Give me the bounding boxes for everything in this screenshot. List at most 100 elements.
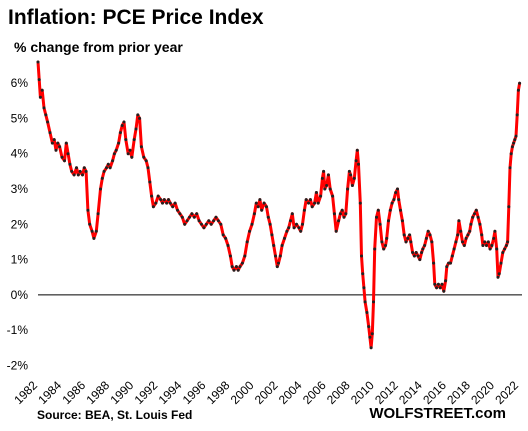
data-point	[38, 95, 42, 99]
data-point	[126, 152, 130, 156]
data-point	[376, 208, 380, 212]
data-point	[433, 282, 437, 286]
data-point	[214, 215, 218, 219]
data-point	[480, 233, 484, 237]
data-point	[75, 166, 78, 170]
data-point	[150, 194, 154, 198]
data-point	[406, 236, 410, 240]
data-point	[512, 141, 516, 145]
data-point	[503, 247, 507, 251]
data-point	[314, 191, 318, 194]
data-point	[308, 198, 312, 202]
data-point	[346, 187, 350, 191]
data-point	[516, 88, 520, 92]
data-point	[54, 148, 58, 152]
data-point	[331, 194, 335, 198]
y-tick-label: 6%	[11, 76, 29, 90]
data-point	[268, 222, 272, 226]
data-point	[349, 173, 353, 177]
x-tick-label: 2002	[252, 378, 281, 407]
data-point	[344, 212, 348, 216]
y-axis-labels: -2% -1% 0% 1% 2% 3% 4% 5% 6%	[7, 76, 29, 372]
data-point	[420, 251, 424, 254]
data-point	[468, 229, 472, 233]
data-point	[70, 169, 74, 173]
data-point	[212, 219, 216, 223]
data-point	[506, 240, 510, 244]
data-point	[132, 138, 136, 142]
data-point	[428, 233, 432, 237]
data-point	[399, 208, 402, 212]
x-tick-label: 2004	[276, 378, 305, 407]
data-point	[102, 169, 106, 173]
data-point	[68, 162, 72, 166]
data-point	[418, 258, 422, 262]
data-point	[108, 166, 112, 170]
data-point	[454, 240, 458, 244]
y-tick-label: -1%	[7, 323, 29, 337]
data-point	[278, 254, 282, 258]
x-tick-label: 1988	[83, 378, 112, 407]
data-point	[457, 219, 461, 223]
data-point	[515, 113, 519, 117]
data-point	[106, 162, 110, 166]
data-point	[232, 268, 236, 272]
data-point	[369, 346, 373, 350]
data-point	[481, 244, 485, 247]
data-point	[513, 138, 517, 142]
x-tick-label: 1996	[180, 378, 209, 407]
data-point	[256, 205, 260, 209]
data-point	[262, 201, 266, 205]
data-point	[290, 212, 294, 216]
data-point	[168, 201, 172, 205]
data-point	[280, 244, 284, 247]
data-point	[159, 198, 163, 202]
data-point	[154, 201, 158, 205]
data-point	[466, 233, 470, 237]
data-point	[496, 275, 500, 279]
data-point	[338, 212, 342, 216]
data-point	[72, 173, 76, 177]
x-tick-label: 1998	[204, 378, 233, 407]
data-point	[112, 152, 116, 156]
data-point	[48, 131, 52, 135]
data-point	[367, 325, 371, 329]
data-point	[224, 236, 228, 240]
data-point	[151, 205, 155, 209]
data-point	[162, 198, 166, 202]
data-point	[347, 169, 351, 173]
data-point	[304, 198, 308, 202]
data-point	[299, 229, 303, 233]
data-point	[82, 166, 86, 170]
data-point	[501, 251, 505, 254]
x-tick-label: 1986	[59, 378, 88, 407]
data-point	[442, 289, 446, 293]
data-point	[362, 286, 366, 290]
data-point	[495, 247, 499, 251]
data-point	[192, 215, 196, 219]
data-point	[436, 282, 440, 286]
data-point	[190, 212, 194, 216]
data-point	[423, 244, 427, 247]
data-point	[430, 240, 434, 244]
x-tick-label: 1992	[132, 378, 161, 407]
data-point	[414, 251, 418, 254]
data-point	[42, 106, 46, 110]
data-point	[243, 254, 247, 258]
data-point	[394, 191, 398, 194]
x-tick-label: 2008	[324, 378, 353, 407]
data-point	[285, 229, 289, 233]
data-point	[388, 208, 392, 212]
data-point	[490, 244, 494, 247]
data-point	[350, 184, 354, 187]
data-point	[156, 194, 160, 198]
data-point	[332, 212, 336, 216]
data-point	[328, 187, 332, 191]
data-point	[508, 166, 512, 170]
data-point	[52, 138, 56, 142]
data-point	[492, 236, 496, 240]
data-point	[197, 219, 201, 223]
data-point	[435, 286, 439, 290]
data-point	[200, 222, 203, 226]
data-point	[368, 335, 372, 339]
